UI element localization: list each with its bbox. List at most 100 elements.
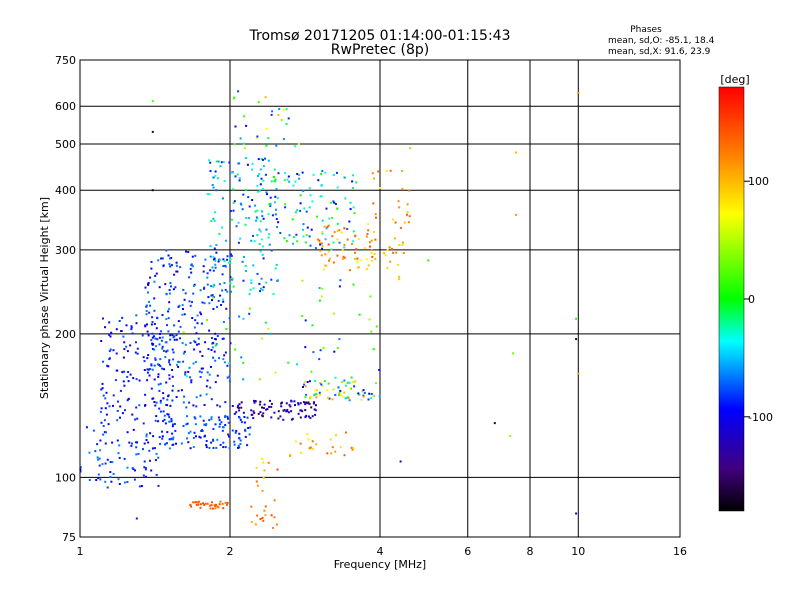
data-point [144,475,147,478]
data-point [210,285,213,288]
data-point [224,446,227,449]
data-point [308,415,310,418]
data-point [112,404,114,407]
data-point [191,255,194,258]
data-point [389,260,392,263]
data-point [326,452,329,455]
data-point [193,431,196,434]
data-point [256,272,259,275]
data-point [210,365,212,368]
data-point [372,202,375,205]
data-point [320,195,323,198]
data-point [336,238,339,241]
data-point [189,267,192,270]
data-point [108,357,111,360]
data-point [359,259,362,262]
data-point [314,379,317,382]
data-point [277,410,280,413]
data-point [212,269,215,272]
data-point [256,209,259,212]
data-point [151,336,154,339]
data-point [206,371,209,374]
data-point [345,396,348,399]
data-point [253,399,255,402]
data-point [249,426,252,429]
chart-subtitle: RwPretec (8p) [331,42,429,58]
data-point [229,276,232,278]
data-point [401,188,404,191]
data-point [189,376,192,379]
data-point [164,422,167,425]
data-point [166,413,169,416]
data-point [298,177,301,180]
data-point [265,127,268,130]
data-point [304,346,307,349]
data-point [177,365,180,368]
data-point [227,433,230,436]
data-point [168,447,171,450]
data-point [368,318,371,321]
data-point [229,282,232,285]
data-point [242,317,245,320]
data-point [222,441,225,444]
data-point [121,412,124,415]
data-point [351,187,354,190]
data-point [362,394,365,397]
data-point [196,343,198,346]
data-point [265,281,268,284]
stats-heading: Phases [630,25,662,35]
data-point [258,243,261,245]
data-point [147,368,150,371]
data-point [218,283,221,286]
data-point [285,240,288,243]
data-point [286,410,289,412]
data-point [180,442,183,445]
data-point [147,283,149,286]
data-point [96,443,99,446]
data-point [355,248,358,251]
data-point [104,480,107,483]
data-point [136,352,139,355]
data-point [257,101,260,104]
data-point [215,244,218,246]
data-point [150,363,153,366]
data-point [269,399,271,402]
data-point [246,163,249,166]
data-point [311,324,314,327]
data-point [157,420,160,423]
data-point [290,400,293,403]
data-point [289,454,292,457]
data-point [153,309,156,312]
data-point [190,381,193,384]
data-point [111,461,114,464]
data-point [216,306,218,308]
data-point [224,351,227,354]
data-point [158,336,161,339]
data-point [251,162,254,165]
data-point [243,421,246,424]
data-point [170,437,173,440]
data-point [102,425,105,427]
data-point [199,289,202,292]
data-point [264,173,267,176]
data-point [239,202,242,205]
data-point [316,238,319,241]
data-point [249,288,252,291]
data-point [224,401,227,404]
y-tick-label: 100 [55,471,76,484]
data-point [338,393,341,396]
data-point [328,259,330,262]
data-point [162,397,165,400]
data-point [247,217,250,220]
data-point [317,179,320,182]
data-point [237,162,240,165]
data-point [273,411,276,414]
data-point [135,446,138,449]
data-point [332,173,335,176]
data-point [212,217,215,220]
data-point [167,254,170,257]
data-point [164,356,167,359]
data-point [295,233,298,236]
data-point [209,255,212,258]
data-point [200,322,203,325]
